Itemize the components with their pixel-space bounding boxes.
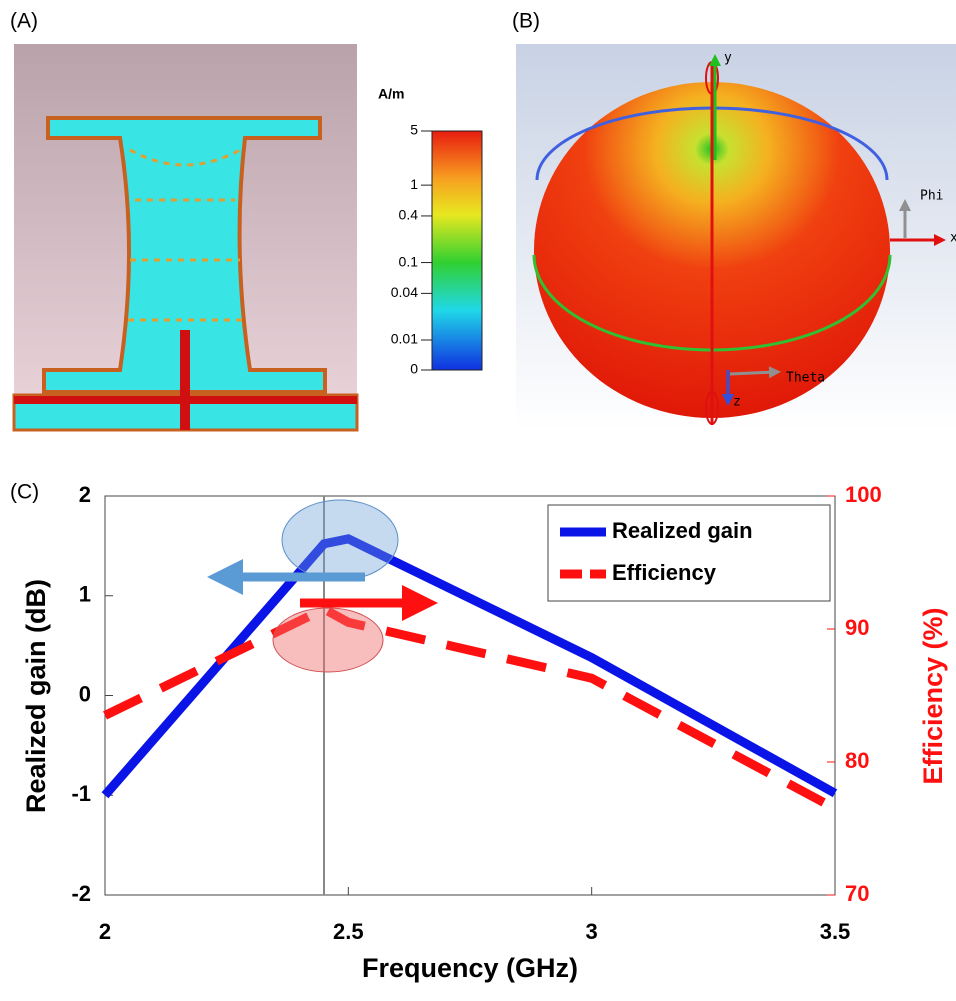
axis-label: y — [724, 51, 732, 66]
colorbar-unit: A/m — [378, 86, 404, 102]
x-tick-label: 3.5 — [820, 919, 851, 944]
colorbar-tick-label: 0.4 — [399, 207, 419, 223]
y2-tick-label: 80 — [845, 748, 869, 773]
x-axis-title: Frequency (GHz) — [362, 953, 578, 983]
panel-label: (A) — [10, 10, 38, 33]
y-tick-label: 0 — [79, 681, 91, 706]
y2-tick-label: 70 — [845, 881, 869, 906]
y-tick-label: 1 — [79, 582, 91, 607]
y2-axis-title: Efficiency (%) — [918, 607, 948, 784]
y2-tick-label: 90 — [845, 615, 869, 640]
x-tick-label: 2 — [99, 919, 111, 944]
colorbar-tick-label: 0.1 — [399, 253, 419, 269]
y2-tick-label: 100 — [845, 482, 882, 507]
colorbar-tick-label: 5 — [410, 122, 418, 138]
colorbar — [432, 131, 482, 370]
colorbar-tick-label: 0 — [410, 361, 418, 377]
annotations — [225, 500, 420, 672]
current-distribution — [14, 44, 357, 430]
legend-label: Realized gain — [612, 518, 753, 543]
far-field-pattern — [516, 44, 956, 430]
legend-label: Efficiency — [612, 560, 717, 585]
panel-label: (C) — [10, 481, 39, 504]
colorbar-tick-label: 0.01 — [391, 331, 418, 347]
y-tick-label: 2 — [79, 482, 91, 507]
figure: (A) (B) (C) A/m y Phi x Theta z Frequenc… — [0, 0, 956, 996]
colorbar-tick-label: 0.04 — [391, 284, 418, 300]
axis-label: Theta — [786, 371, 825, 386]
panel-label: (B) — [512, 10, 540, 33]
x-tick-label: 2.5 — [333, 919, 364, 944]
y-axis-title: Realized gain (dB) — [21, 579, 51, 813]
axis-label: Phi — [920, 189, 943, 204]
axis-label: z — [733, 395, 741, 410]
y-tick-label: -1 — [71, 781, 91, 806]
axis-label: x — [950, 231, 956, 246]
x-tick-label: 3 — [586, 919, 598, 944]
series-line — [105, 609, 835, 809]
y-tick-label: -2 — [71, 881, 91, 906]
colorbar-tick-label: 1 — [410, 176, 418, 192]
